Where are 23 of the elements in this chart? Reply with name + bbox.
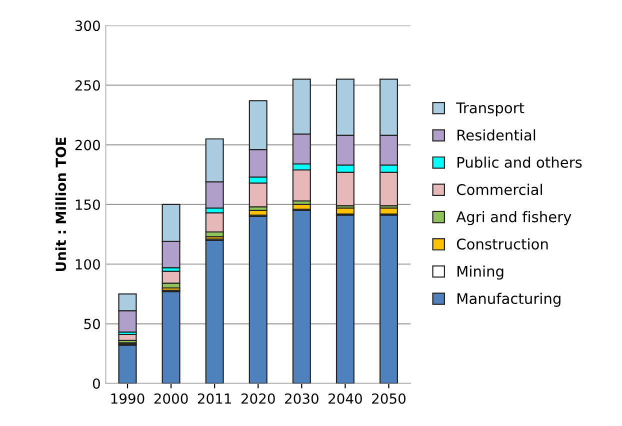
x-tick-label: 2000 [154, 393, 188, 404]
x-tick-label: 2040 [328, 393, 362, 404]
legend-label: Manufacturing [458, 292, 560, 307]
legend-label: Mining [458, 266, 504, 280]
y-tick-label: 0 [92, 378, 100, 389]
x-tick-label: 2011 [198, 393, 231, 404]
y-tick-label: 150 [76, 199, 100, 210]
y-tick-label: 250 [75, 80, 100, 91]
y-tick-label: 300 [75, 20, 100, 32]
legend-label: Public and others [458, 156, 582, 168]
x-tick-label: 2030 [285, 393, 318, 404]
y-tick-label: 200 [75, 140, 100, 150]
legend-label: Residential [458, 129, 536, 141]
y-tick-label: 100 [76, 259, 100, 270]
x-tick-label: 1990 [111, 393, 144, 404]
x-tick-label: 2020 [241, 393, 275, 404]
x-tick-label: 2050 [372, 393, 406, 404]
legend-label: Commercial [456, 184, 542, 196]
y-axis-title: Unit : Million TOE [55, 138, 66, 272]
legend-label: Agri and fishery [456, 211, 572, 226]
y-tick-label: 50 [84, 318, 100, 330]
legend-label: Construction [456, 238, 548, 250]
legend-label: Transport [456, 102, 524, 116]
